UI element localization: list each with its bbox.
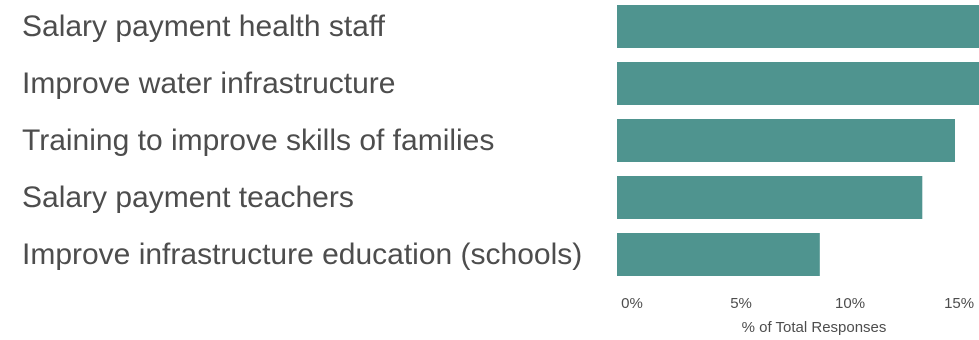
bar [617, 233, 820, 276]
x-tick-label: 10% [835, 295, 865, 312]
bars [617, 5, 979, 276]
category-label: Training to improve skills of families [22, 124, 494, 157]
bar [617, 176, 923, 219]
x-tick-label: 15% [944, 295, 974, 312]
x-tick-label: 5% [730, 295, 752, 312]
bar [617, 62, 979, 105]
category-labels: Salary payment health staff Improve water… [22, 10, 582, 271]
x-axis-ticks: 0% 5% 10% 15% [621, 295, 974, 312]
category-label: Improve water infrastructure [22, 67, 395, 100]
category-label: Salary payment teachers [22, 181, 354, 214]
x-axis-title: % of Total Responses [742, 319, 887, 335]
category-label: Salary payment health staff [22, 10, 386, 43]
bar [617, 5, 979, 48]
bar [617, 119, 956, 162]
category-label: Improve infrastructure education (school… [22, 238, 582, 271]
x-tick-label: 0% [621, 295, 643, 312]
